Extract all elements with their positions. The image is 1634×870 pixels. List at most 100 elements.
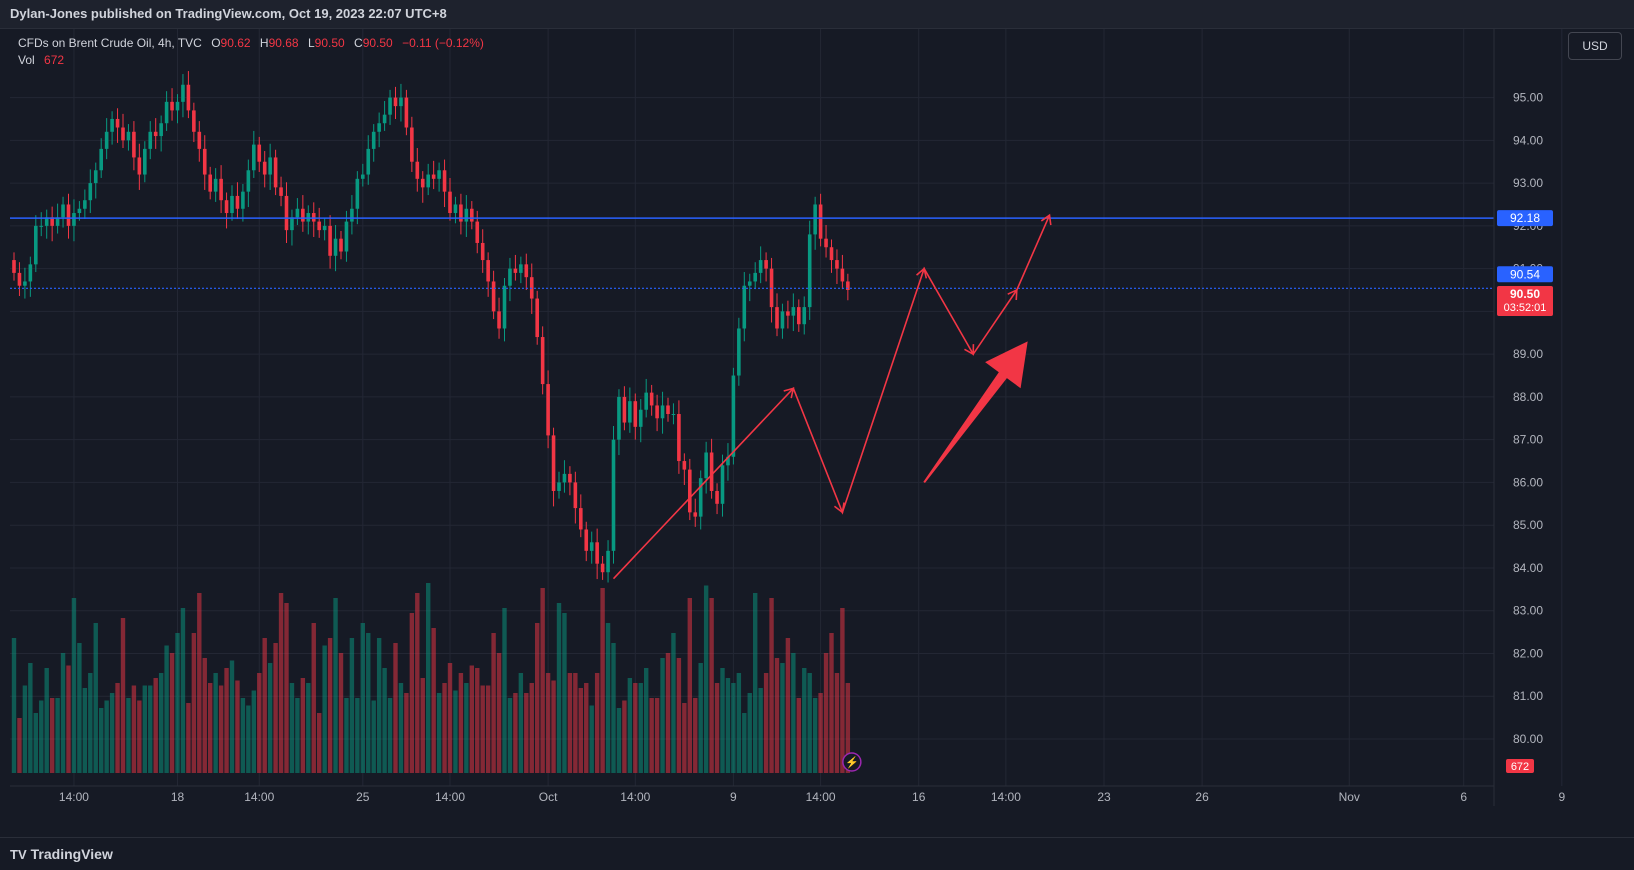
currency-button[interactable]: USD <box>1568 32 1622 60</box>
level-label-90-bg <box>1497 266 1553 283</box>
candle-body <box>121 127 125 141</box>
volume-bar <box>589 705 594 773</box>
candle-body <box>99 148 103 171</box>
candle-body <box>137 157 142 175</box>
volume-bar <box>464 683 469 773</box>
level-label-90: 90.54 <box>1510 267 1540 281</box>
candle-body <box>230 195 234 214</box>
price-tick-label: 95.00 <box>1513 91 1543 105</box>
candle-body <box>459 204 463 222</box>
annotation-arrowhead <box>833 502 845 514</box>
volume-bar <box>22 685 28 773</box>
candle-body <box>726 456 730 466</box>
price-axis: 95.0094.0093.0092.0091.0090.0089.0088.00… <box>1493 29 1553 806</box>
volume-bar <box>344 698 349 773</box>
chart-area[interactable]: 95.0094.0093.0092.0091.0090.0089.0088.00… <box>0 29 1634 837</box>
volume-bar <box>447 663 453 773</box>
volume-bar <box>725 678 731 773</box>
volume-bar <box>202 658 207 773</box>
volume-bar <box>812 698 818 773</box>
tradingview-brand[interactable]: TV TradingView <box>10 846 113 862</box>
candle-body <box>115 118 120 128</box>
candle-body <box>410 127 414 162</box>
volume-bar <box>518 673 524 773</box>
candle-body <box>77 208 82 214</box>
annotation-arrowhead <box>1040 213 1052 226</box>
volume-bar <box>698 663 703 773</box>
price-tick-label: 87.00 <box>1513 433 1543 447</box>
volume-bar <box>208 683 213 773</box>
candle-body <box>333 238 338 256</box>
volume-bar <box>676 658 682 773</box>
volume-bar <box>77 643 82 773</box>
candle-body <box>824 238 828 248</box>
time-tick-label: Nov <box>1339 790 1360 804</box>
time-tick-label: 9 <box>1558 790 1565 804</box>
candle-body <box>257 144 262 162</box>
candle-body <box>442 170 447 192</box>
level-label-92-bg <box>1497 210 1553 227</box>
price-tick-label: 84.00 <box>1513 561 1543 575</box>
candle-body <box>682 461 687 470</box>
volume-bar <box>671 633 676 773</box>
candle-body <box>301 208 305 222</box>
volume-bar <box>714 683 720 773</box>
candle-body <box>110 118 114 132</box>
candle-body <box>715 490 719 504</box>
volume-bar <box>404 693 409 773</box>
candle-body <box>93 170 98 184</box>
volume-bar <box>93 623 98 773</box>
candle-body <box>132 131 136 158</box>
candle-body <box>573 482 578 509</box>
volume-last-bg <box>1506 759 1534 773</box>
volume-bar <box>257 673 262 773</box>
volume-bar <box>142 685 147 773</box>
candle-body <box>350 208 354 222</box>
candle-body <box>28 264 33 282</box>
candle-body <box>202 148 207 175</box>
volume-bar <box>774 658 780 773</box>
candle-body <box>284 195 289 231</box>
candle-body <box>638 409 643 427</box>
volume-bar <box>845 683 851 773</box>
last-price-bg <box>1497 286 1553 317</box>
price-tick-label: 93.00 <box>1513 176 1543 190</box>
candle-body <box>55 217 60 226</box>
volume-bar <box>120 618 126 773</box>
candle-body <box>600 563 605 573</box>
candle-body <box>448 191 452 214</box>
candle-body <box>628 401 632 423</box>
volume-bar <box>545 673 551 773</box>
volume-bar <box>28 663 33 773</box>
volume-bar <box>306 683 311 773</box>
volume-bar <box>387 698 393 773</box>
legend-row-volume: Vol 672 <box>18 52 484 69</box>
annotation-big-arrow <box>923 341 1028 484</box>
candle-body <box>415 161 420 179</box>
price-chart[interactable]: 95.0094.0093.0092.0091.0090.0089.0088.00… <box>0 29 1634 837</box>
annotation-arrowhead <box>1007 288 1018 301</box>
volume-bar <box>605 623 611 773</box>
grid-lines <box>10 29 1563 786</box>
volume-bar <box>763 673 769 773</box>
candle-body <box>339 238 343 252</box>
candle-body <box>671 414 676 416</box>
candle-body <box>753 272 757 282</box>
candle-body <box>546 384 550 436</box>
volume-bar <box>420 678 425 773</box>
volume-bar <box>703 585 709 773</box>
candle-body <box>12 260 16 273</box>
volume-bar <box>633 683 638 773</box>
candle-body <box>655 405 659 419</box>
volume-bar <box>355 698 360 773</box>
candle-body <box>660 405 665 419</box>
volume-bar <box>104 700 109 773</box>
volume-bar <box>791 653 796 773</box>
candle-body <box>540 337 545 385</box>
candle-body <box>426 174 430 188</box>
candle-body <box>818 204 823 239</box>
candle-body <box>747 281 752 286</box>
volume-series <box>11 583 851 773</box>
volume-bar <box>693 698 698 773</box>
open-value: 90.62 <box>220 36 251 50</box>
